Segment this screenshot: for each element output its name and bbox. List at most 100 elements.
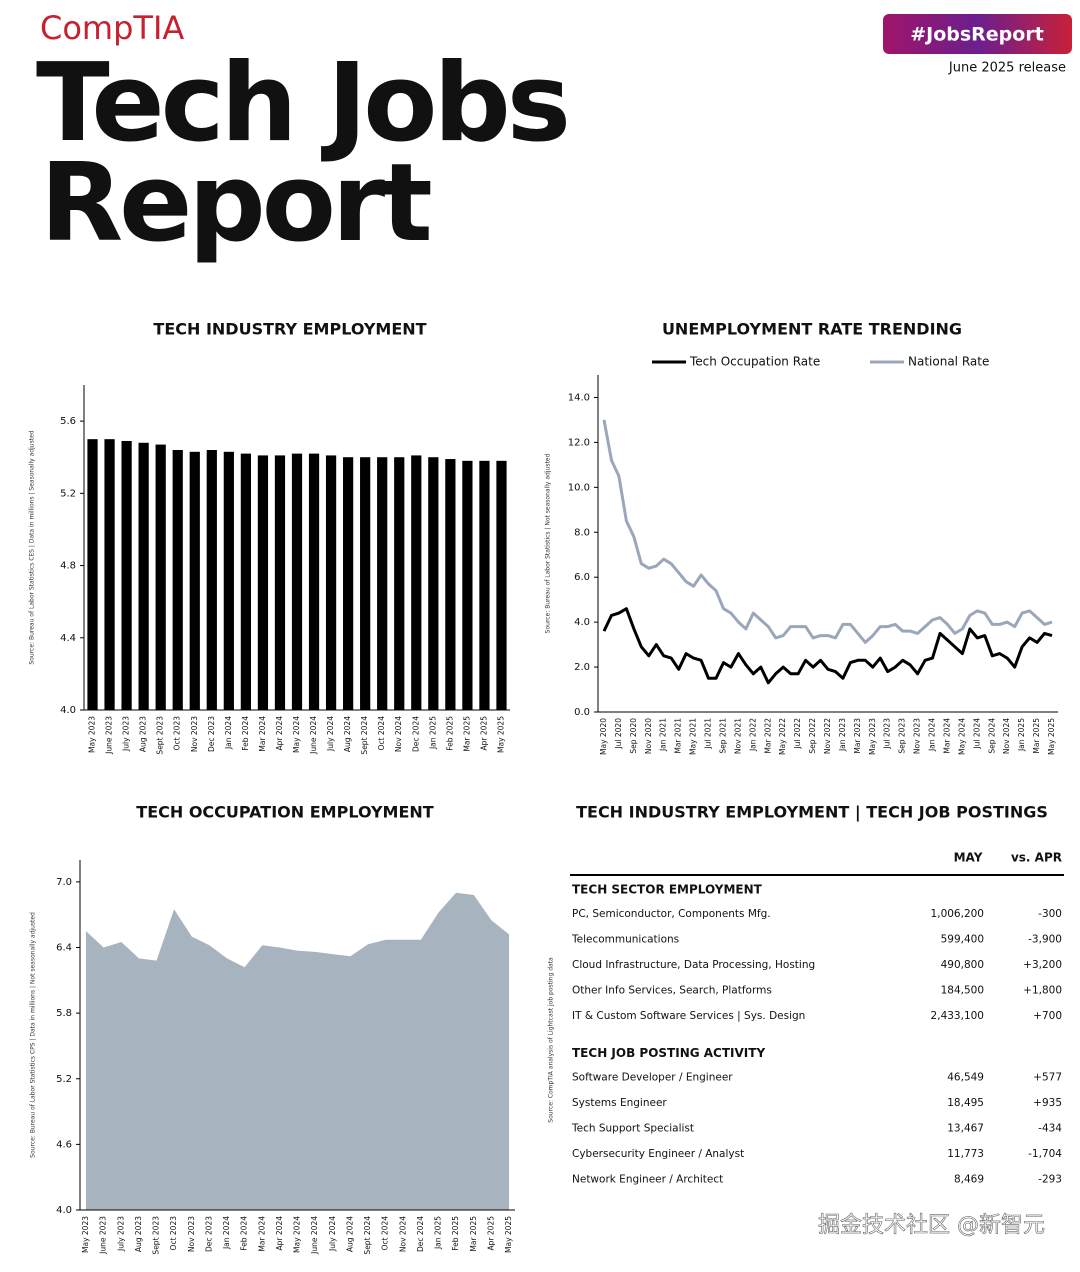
x-tick-label: Jul 2022	[793, 718, 802, 750]
x-tick-label: Mar 2025	[1032, 718, 1041, 754]
cell-change: -300	[1038, 908, 1062, 920]
y-tick-label: 4.0	[574, 617, 590, 628]
x-tick-label: May 2023	[88, 716, 97, 753]
x-tick-label: Feb 2024	[240, 1216, 249, 1251]
x-tick-label: May 2023	[81, 1216, 90, 1253]
bar	[87, 439, 98, 710]
x-tick-label: Aug 2024	[345, 1216, 354, 1252]
bar	[445, 459, 456, 710]
cell-value: 11,773	[947, 1148, 984, 1160]
y-tick-label: 8.0	[574, 527, 590, 538]
y-tick-label: 5.2	[56, 1074, 72, 1085]
x-tick-label: Apr 2025	[479, 716, 488, 751]
x-tick-label: Mar 2024	[942, 718, 951, 754]
x-tick-label: Mar 2024	[258, 716, 267, 752]
bar	[308, 453, 320, 710]
x-tick-label: Dec 2024	[411, 716, 420, 752]
cell-value: 8,469	[954, 1174, 984, 1186]
x-tick-label: Mar 2024	[257, 1216, 266, 1252]
x-tick-label: May 2024	[957, 718, 966, 755]
x-tick-label: July 2023	[116, 1216, 125, 1252]
x-tick-label: July 2024	[328, 1216, 337, 1252]
x-tick-label: Apr 2024	[275, 1216, 284, 1251]
y-tick-label: 6.0	[574, 572, 590, 583]
row-label: Network Engineer / Architect	[572, 1174, 723, 1186]
x-tick-label: July 2023	[122, 716, 131, 752]
report-title: Tech Jobs	[36, 41, 567, 166]
x-tick-label: Aug 2024	[343, 716, 352, 752]
bar	[479, 460, 490, 710]
x-tick-label: Nov 2023	[187, 1216, 196, 1252]
x-tick-label: Jan 2025	[1017, 718, 1026, 752]
cell-value: 13,467	[947, 1123, 984, 1135]
bar	[411, 455, 422, 710]
x-tick-label: Oct 2024	[381, 1216, 390, 1251]
x-tick-label: Jul 2024	[972, 718, 981, 750]
cell-change: +700	[1033, 1010, 1062, 1022]
x-tick-label: Mar 2021	[674, 718, 683, 754]
x-tick-label: Oct 2024	[377, 716, 386, 751]
chart-title: UNEMPLOYMENT RATE TRENDING	[662, 320, 962, 339]
cell-value: 599,400	[941, 934, 984, 946]
x-tick-label: Dec 2023	[204, 1216, 213, 1252]
cell-change: +577	[1033, 1072, 1062, 1084]
cell-value: 46,549	[947, 1072, 984, 1084]
y-tick-label: 4.4	[60, 633, 76, 644]
cell-value: 1,006,200	[931, 908, 984, 920]
x-tick-label: Mar 2023	[853, 718, 862, 754]
y-tick-label: 4.8	[60, 561, 76, 572]
x-tick-label: May 2024	[292, 716, 301, 753]
cell-change: -3,900	[1028, 934, 1062, 946]
x-tick-label: May 2020	[599, 718, 608, 755]
x-tick-label: May 2025	[504, 1216, 513, 1253]
logo: CompTIA	[40, 9, 184, 47]
x-tick-label: Sep 2024	[987, 718, 996, 754]
x-tick-label: Sep 2023	[898, 718, 907, 754]
x-tick-label: May 2025	[1047, 718, 1056, 755]
x-tick-label: Sep 2020	[629, 718, 638, 754]
x-tick-label: Jan 2024	[224, 716, 233, 750]
cell-change: -293	[1038, 1174, 1062, 1186]
bar	[172, 450, 183, 710]
bar	[104, 439, 115, 710]
x-tick-label: Nov 2022	[823, 718, 832, 754]
x-tick-label: Dec 2023	[207, 716, 216, 752]
section-heading: TECH JOB POSTING ACTIVITY	[572, 1046, 765, 1060]
x-tick-label: Oct 2023	[173, 716, 182, 751]
x-tick-label: May 2022	[778, 718, 787, 755]
cell-change: -434	[1038, 1123, 1062, 1135]
x-tick-label: Nov 2023	[190, 716, 199, 752]
y-axis-label: Source: Bureau of Labor Statistics CPS |…	[30, 912, 37, 1158]
cell-value: 490,800	[941, 959, 984, 971]
x-tick-label: Jan 2023	[838, 718, 847, 752]
x-tick-label: June 2024	[309, 716, 318, 755]
x-tick-label: Jan 2024	[928, 718, 937, 752]
cell-value: 18,495	[947, 1097, 984, 1109]
cell-change: -1,704	[1028, 1148, 1062, 1160]
x-tick-label: Jan 2021	[659, 718, 668, 752]
y-tick-label: 5.2	[60, 488, 76, 499]
y-tick-label: 7.0	[56, 877, 72, 888]
x-tick-label: Nov 2020	[644, 718, 653, 754]
y-tick-label: 4.0	[56, 1205, 72, 1216]
area	[86, 892, 509, 1210]
column-header: vs. APR	[1011, 851, 1062, 865]
row-label: Cybersecurity Engineer / Analyst	[572, 1148, 744, 1160]
row-label: Software Developer / Engineer	[572, 1072, 733, 1084]
cell-value: 184,500	[941, 985, 984, 997]
table-source: Source: CompTIA analysis of Lightcast jo…	[548, 957, 555, 1123]
bar	[428, 457, 439, 710]
bar	[291, 453, 303, 710]
badge-text: #JobsReport	[910, 24, 1044, 46]
x-tick-label: May 2023	[868, 718, 877, 755]
x-tick-label: Jan 2024	[222, 1216, 231, 1250]
y-tick-label: 0.0	[574, 707, 590, 718]
bar	[155, 444, 166, 710]
y-tick-label: 12.0	[568, 437, 590, 448]
x-tick-label: Dec 2024	[416, 1216, 425, 1252]
bar	[223, 451, 234, 710]
x-tick-label: Nov 2021	[733, 718, 742, 754]
x-tick-label: Nov 2024	[1002, 718, 1011, 754]
x-tick-label: Jan 2022	[748, 718, 757, 752]
row-label: Telecommunications	[571, 934, 679, 946]
